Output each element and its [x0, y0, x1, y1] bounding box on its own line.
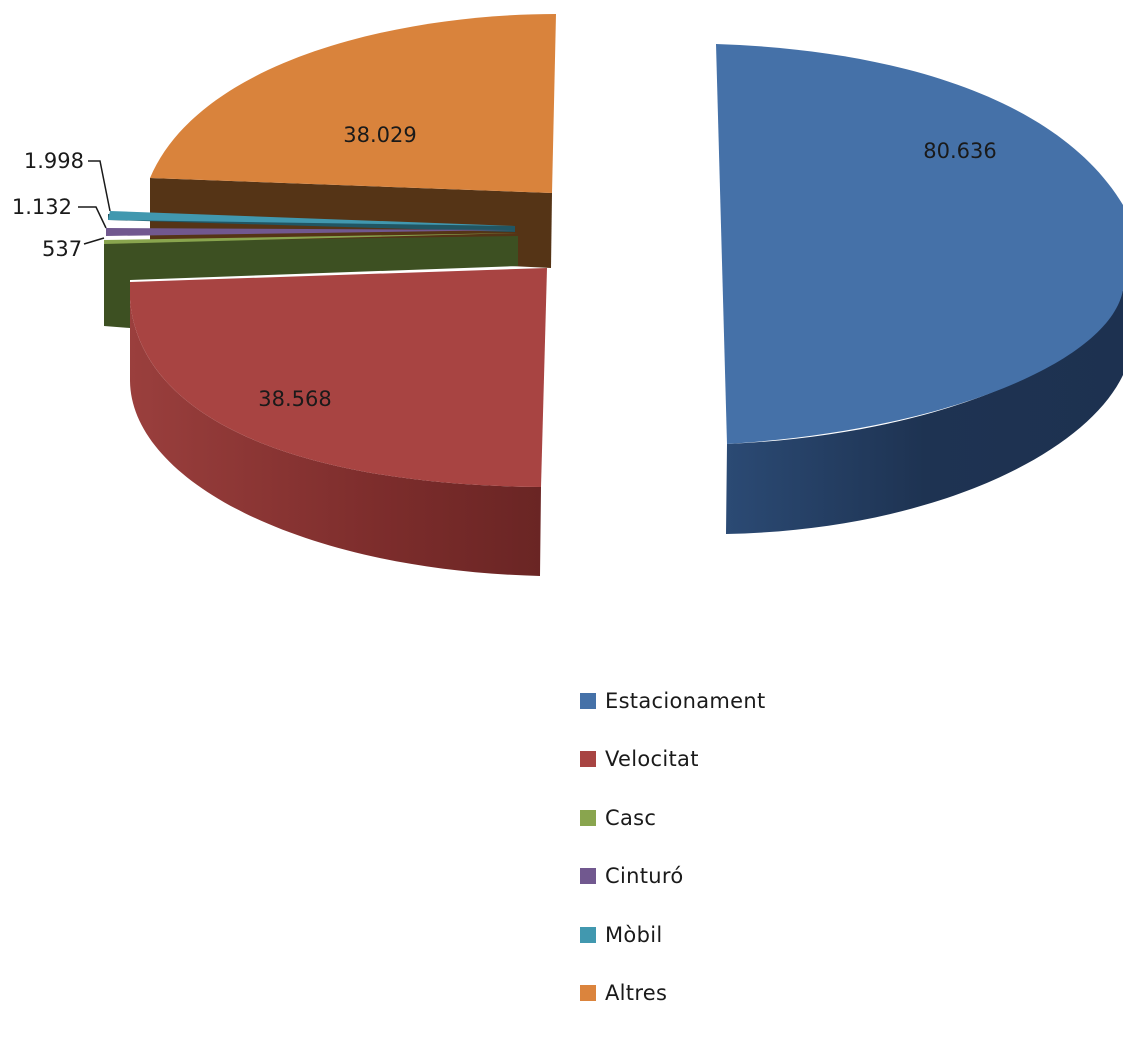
legend-label-casc: Casc: [605, 805, 657, 830]
legend-item-casc[interactable]: Casc: [580, 803, 766, 832]
legend-swatch-cinturo: [580, 868, 596, 884]
chart-legend: Estacionament Velocitat Casc Cinturó Mòb…: [580, 686, 766, 1037]
legend-swatch-mobil: [580, 926, 596, 943]
legend-item-altres[interactable]: Altres: [580, 979, 766, 1008]
pie-slice-estacionament: [716, 44, 1123, 444]
data-label-altres: 38.029: [343, 123, 416, 147]
pie-slice-casc: [104, 233, 518, 244]
data-label-velocitat: 38.568: [258, 387, 331, 411]
legend-label-cinturo: Cinturó: [605, 864, 684, 888]
legend-label-estacionament: Estacionament: [605, 688, 766, 713]
leader-line-casc: [83, 237, 105, 245]
pie-slice-cinturo: [106, 228, 516, 236]
pie-chart: 80.636 38.568 537 1.132 1.998 38.029: [12, 14, 1123, 576]
legend-label-mobil: Mòbil: [605, 922, 663, 947]
leader-line-cinturo: [78, 206, 107, 229]
legend-swatch-casc: [580, 809, 596, 826]
legend-label-altres: Altres: [605, 981, 668, 1005]
pie-slice-side-casc: [104, 236, 518, 328]
pie-slice-side-velocitat: [130, 300, 541, 576]
pie-slice-altres: [150, 14, 556, 193]
legend-item-velocitat[interactable]: Velocitat: [580, 745, 766, 774]
legend-item-cinturo[interactable]: Cinturó: [580, 862, 766, 891]
legend-item-estacionament[interactable]: Estacionament: [580, 686, 766, 715]
legend-label-velocitat: Velocitat: [605, 747, 699, 771]
legend-swatch-altres: [580, 985, 596, 1001]
legend-item-mobil[interactable]: Mòbil: [580, 920, 766, 949]
pie-slice-side-estacionament: [726, 290, 1123, 534]
pie-slice-velocitat: [130, 268, 547, 487]
data-label-mobil: 1.998: [24, 149, 84, 173]
data-label-casc: 537: [42, 237, 82, 261]
leader-line-mobil: [88, 160, 111, 212]
data-label-cinturo: 1.132: [12, 195, 72, 219]
legend-swatch-velocitat: [580, 751, 596, 767]
data-label-estacionament: 80.636: [923, 139, 996, 163]
pie-slice-mobil: [108, 211, 515, 226]
legend-swatch-estacionament: [580, 692, 596, 709]
